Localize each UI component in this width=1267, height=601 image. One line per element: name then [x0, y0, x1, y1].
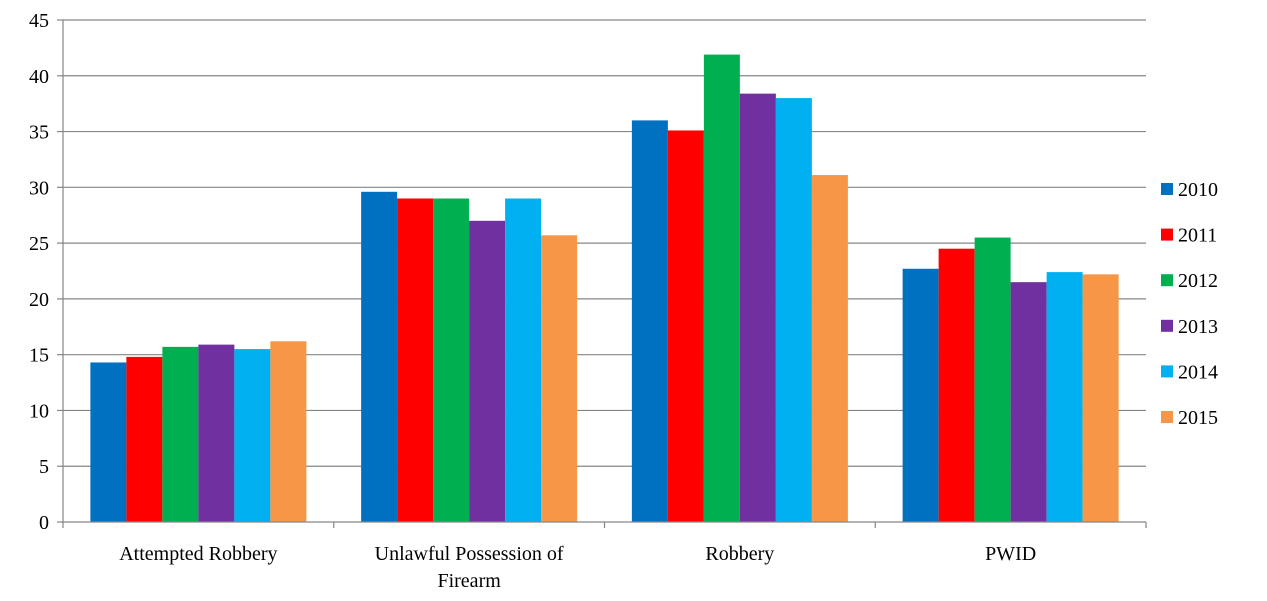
bar-2015-2: [811, 175, 848, 522]
legend-swatch-2012: [1161, 274, 1173, 287]
y-tick-label: 45: [29, 10, 49, 32]
y-tick-label: 35: [29, 122, 49, 144]
bar-2010-2: [631, 120, 668, 523]
bar-2011-3: [938, 248, 975, 522]
legend-swatch-2015: [1161, 411, 1173, 423]
legend-swatch-2014: [1161, 365, 1173, 378]
bar-2011-0: [126, 356, 163, 522]
y-tick-label: 30: [29, 177, 49, 199]
x-category-label: PWID: [985, 543, 1036, 565]
legend-swatch-2010: [1161, 183, 1173, 195]
y-tick-label: 15: [29, 345, 49, 367]
bar-2014-2: [775, 98, 812, 522]
bar-2012-1: [433, 198, 470, 522]
bar-2011-2: [667, 130, 704, 522]
bar-2014-3: [1046, 272, 1083, 522]
x-category-label: Firearm: [437, 570, 501, 592]
y-tick-label: 20: [29, 289, 49, 311]
bar-2015-3: [1082, 274, 1119, 522]
legend-label: 2014: [1178, 361, 1218, 383]
bar-2013-1: [469, 220, 506, 523]
x-axis-category-labels: Attempted Robbery Unlawful Possession of F…: [119, 543, 1036, 592]
bar-2013-2: [739, 93, 776, 523]
bars: [90, 54, 1119, 523]
legend-label: 2015: [1178, 407, 1218, 429]
bar-2014-1: [505, 198, 542, 522]
bar-2014-0: [234, 349, 271, 522]
bar-2012-2: [703, 54, 740, 523]
y-tick-label: 25: [29, 233, 49, 255]
legend-label: 2011: [1178, 225, 1217, 247]
legend-label: 2012: [1178, 270, 1218, 292]
bar-2013-0: [198, 344, 235, 522]
bar-2012-0: [162, 346, 199, 522]
y-axis-tick-labels: 0 5 10 15 20 25 30 35 40 45: [29, 10, 49, 534]
y-tick-label: 0: [39, 512, 49, 534]
bar-2015-1: [541, 235, 578, 522]
bar-2013-3: [1010, 282, 1047, 522]
bar-2015-0: [270, 341, 307, 522]
x-category-label: Unlawful Possession of: [375, 543, 564, 565]
legend: 2010 2011 2012 2013 2014 2015: [1161, 179, 1218, 429]
bar-2010-0: [90, 362, 127, 522]
y-tick-label: 40: [29, 66, 49, 88]
legend-swatch-2011: [1161, 228, 1173, 241]
bar-2010-1: [361, 191, 398, 522]
bar-2011-1: [397, 198, 434, 522]
bar-2010-3: [902, 268, 939, 522]
y-tick-label: 5: [39, 456, 49, 478]
legend-label: 2010: [1178, 179, 1218, 201]
x-category-label: Robbery: [705, 543, 774, 565]
legend-label: 2013: [1178, 316, 1218, 338]
bar-2012-3: [974, 237, 1011, 523]
x-category-label: Attempted Robbery: [119, 543, 277, 565]
y-tick-label: 10: [29, 400, 49, 422]
axes: [57, 19, 1147, 528]
legend-swatch-2013: [1161, 319, 1173, 332]
